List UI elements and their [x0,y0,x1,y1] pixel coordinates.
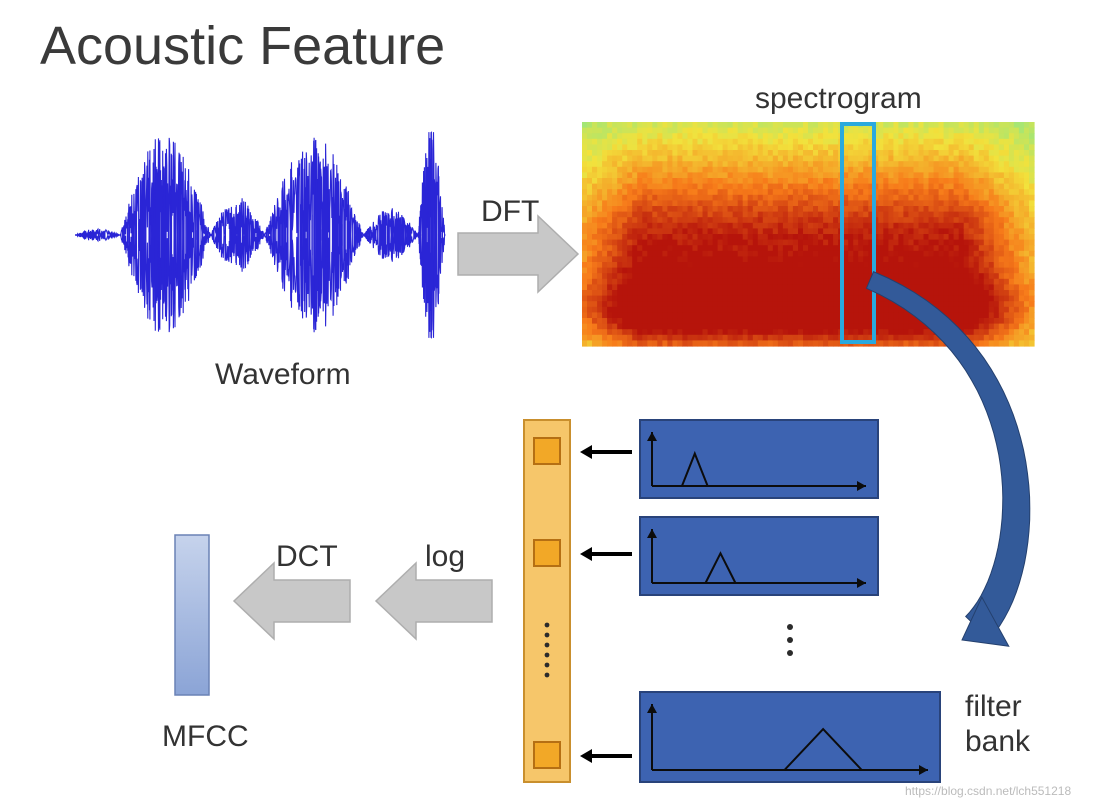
feature-vector [524,420,570,782]
spectrogram [582,122,1035,347]
diagram-canvas [0,0,1116,799]
mfcc-vector [175,535,209,695]
filter-panel [640,692,940,782]
